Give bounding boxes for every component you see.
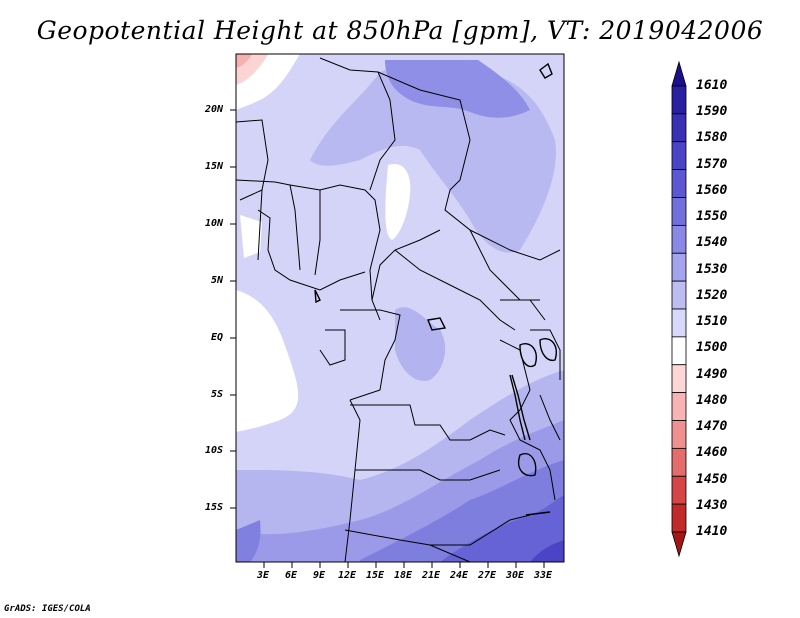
colorbar-label: 1550	[696, 209, 728, 225]
colorbar-segment	[671, 392, 687, 421]
lon-label-33e: 33E	[534, 570, 553, 581]
lat-label-15s: 15S	[205, 502, 224, 513]
lat-label-5n: 5N	[211, 275, 224, 286]
lakes-coastlines	[314, 62, 557, 516]
colorbar-label: 1460	[696, 445, 728, 461]
colorbar-label: 1500	[696, 340, 728, 356]
colorbar-label: 1570	[696, 156, 728, 172]
contour-1570-south	[530, 540, 564, 562]
colorbar-segment	[671, 503, 687, 533]
colorbar-label: 1470	[696, 419, 728, 435]
colorbar-label: 1580	[696, 130, 728, 146]
colorbar-label: 1560	[696, 182, 728, 198]
colorbar-label: 1430	[696, 497, 728, 513]
colorbar-segment	[671, 85, 687, 115]
colorbar-label: 1410	[696, 524, 728, 539]
lon-label-27e: 27E	[478, 570, 497, 581]
colorbar-label: 1540	[696, 235, 728, 251]
lon-label-15e: 15E	[366, 570, 385, 581]
colorbar-segment	[671, 224, 687, 254]
colorbar-top-arrow	[671, 60, 687, 87]
contour-1540-north	[385, 60, 530, 118]
contour-1530-central	[395, 307, 446, 381]
colorbar-label: 1610	[696, 78, 728, 93]
height-field	[236, 54, 564, 562]
colorbar-label: 1530	[696, 261, 728, 277]
map-frame	[235, 53, 565, 563]
lon-tick-marks	[263, 562, 545, 568]
lat-tick-marks	[230, 109, 236, 509]
colorbar-segment	[671, 252, 687, 282]
colorbar-label: 1520	[696, 287, 728, 303]
map-title: Geopotential Height at 850hPa [gpm], VT:…	[36, 16, 764, 45]
colorbar-segment	[671, 447, 687, 477]
lat-label-20n: 20N	[205, 104, 224, 115]
colorbar-segment	[671, 141, 687, 171]
lon-label-30e: 30E	[506, 570, 525, 581]
lon-label-3e: 3E	[257, 570, 270, 581]
lat-label-eq: EQ	[211, 332, 224, 343]
lon-label-18e: 18E	[394, 570, 413, 581]
country-borders	[236, 57, 561, 562]
lat-label-5s: 5S	[211, 389, 224, 400]
colorbar-segment	[671, 197, 687, 226]
contour-1510-sahel	[385, 164, 411, 240]
colorbar-label: 1510	[696, 314, 728, 330]
contour-1490-nw	[236, 54, 252, 68]
contour-1510-lake	[240, 215, 262, 258]
colorbar-segment	[671, 280, 687, 310]
contour-1510-west-ocean	[236, 290, 299, 432]
colorbar-label: 1450	[696, 471, 728, 487]
lon-label-12e: 12E	[338, 570, 357, 581]
colorbar-bottom-arrow	[671, 531, 687, 558]
colorbar-segment	[671, 113, 687, 143]
colorbar-segment	[671, 169, 687, 198]
contour-1540-sw	[236, 520, 261, 562]
colorbar-label: 1480	[696, 392, 728, 408]
colorbar-segment	[671, 336, 687, 366]
colorbar-segment	[671, 420, 687, 449]
colorbar-segment	[671, 364, 687, 394]
colorbar	[671, 60, 687, 558]
lat-label-10s: 10S	[205, 445, 224, 456]
lon-label-6e: 6E	[285, 570, 298, 581]
colorbar-label: 1490	[696, 366, 728, 382]
lon-label-21e: 21E	[422, 570, 441, 581]
colorbar-segment	[671, 475, 687, 505]
colorbar-segment	[671, 308, 687, 338]
contour-1560-south	[440, 495, 564, 562]
lon-label-24e: 24E	[450, 570, 469, 581]
footer-credit: GrADS: IGES/COLA	[4, 604, 91, 614]
colorbar-label: 1590	[696, 104, 728, 120]
lat-label-15n: 15N	[205, 161, 224, 172]
lon-label-9e: 9E	[313, 570, 326, 581]
lat-label-10n: 10N	[205, 218, 224, 229]
